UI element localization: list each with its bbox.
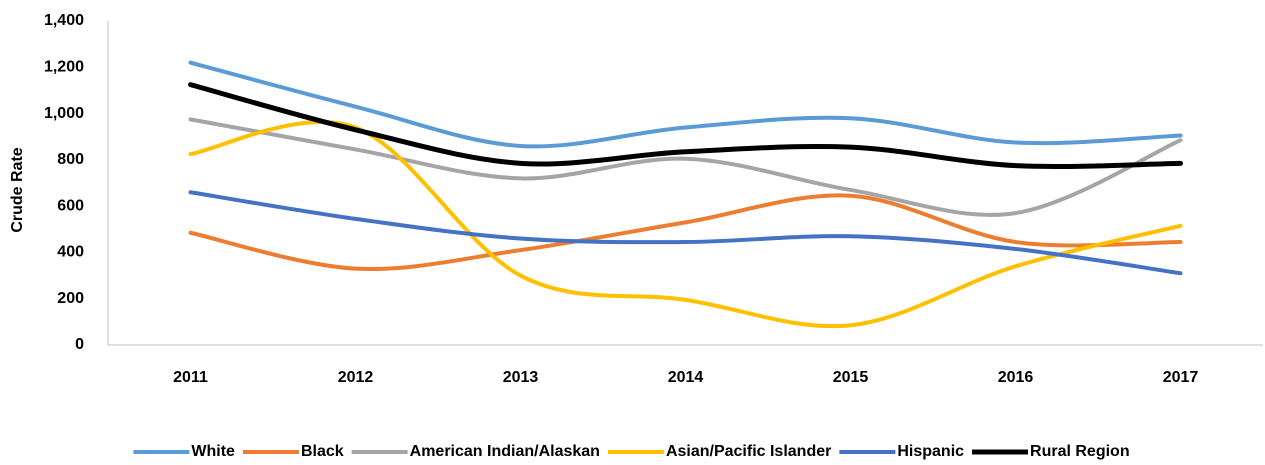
x-tick-label: 2011	[173, 369, 208, 386]
y-tick-label: 600	[57, 197, 84, 214]
series-line	[188, 60, 1183, 149]
legend-label: Rural Region	[1030, 443, 1130, 460]
legend-label: American Indian/Alaskan	[410, 443, 600, 460]
legend-label: Asian/Pacific Islander	[666, 443, 831, 460]
x-tick-label: 2013	[503, 369, 539, 386]
x-tick-label: 2012	[338, 369, 374, 386]
y-tick-label: 200	[57, 290, 84, 307]
x-tick-label: 2014	[668, 369, 704, 386]
legend-label: Black	[301, 443, 344, 460]
y-axis-label: Crude Rate	[9, 147, 26, 232]
series-line	[188, 193, 1183, 272]
y-tick-label: 1,400	[44, 12, 84, 29]
y-tick-label: 800	[57, 151, 84, 168]
legend-label: White	[191, 443, 235, 460]
x-tick-label: 2017	[1163, 369, 1199, 386]
series-line	[188, 82, 1183, 169]
y-tick-label: 1,000	[44, 105, 84, 122]
y-tick-label: 400	[57, 244, 84, 261]
y-tick-label: 0	[75, 336, 84, 353]
x-tick-label: 2015	[833, 369, 869, 386]
series-line	[188, 117, 1183, 217]
y-tick-label: 1,200	[44, 59, 84, 76]
x-tick-label: 2016	[998, 369, 1034, 386]
legend-label: Hispanic	[897, 443, 964, 460]
series-line	[188, 190, 1183, 276]
